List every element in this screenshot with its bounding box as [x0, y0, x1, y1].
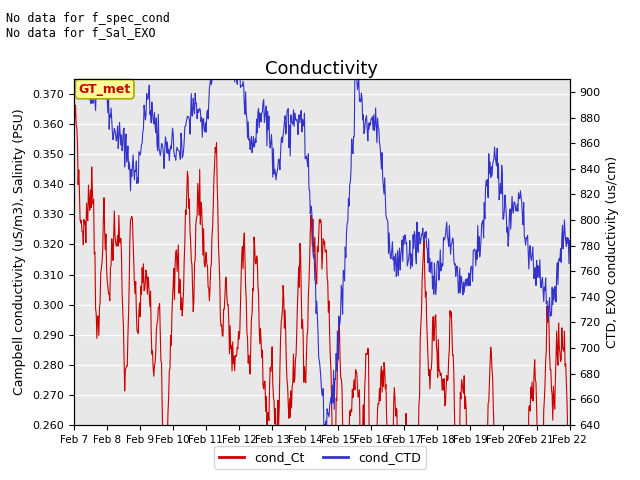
- Text: No data for f_Sal_EXO: No data for f_Sal_EXO: [6, 26, 156, 39]
- Text: No data for f_spec_cond: No data for f_spec_cond: [6, 12, 170, 25]
- Y-axis label: CTD, EXO conductivity (us/cm): CTD, EXO conductivity (us/cm): [606, 156, 619, 348]
- Y-axis label: Campbell conductivity (uS/m3), Salinity (PSU): Campbell conductivity (uS/m3), Salinity …: [13, 108, 26, 396]
- Title: Conductivity: Conductivity: [265, 60, 378, 78]
- Text: GT_met: GT_met: [79, 83, 131, 96]
- Legend: cond_Ct, cond_CTD: cond_Ct, cond_CTD: [214, 446, 426, 469]
